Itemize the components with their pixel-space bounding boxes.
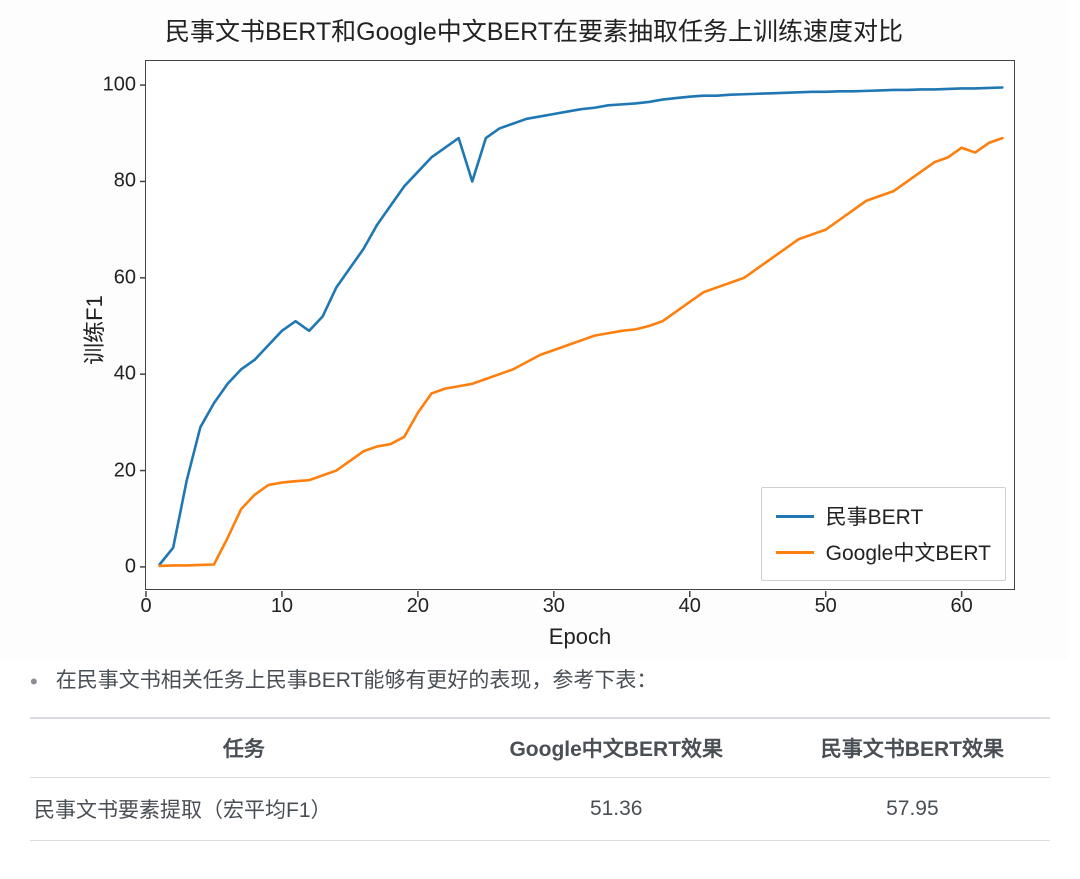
table-col-2: 民事文书BERT效果	[775, 718, 1050, 778]
legend-swatch-1	[776, 551, 814, 554]
bullet-text: 在民事文书相关任务上民事BERT能够有更好的表现，参考下表：	[56, 664, 658, 698]
ytick-label: 100	[90, 74, 136, 97]
chart-title: 民事文书BERT和Google中文BERT在要素抽取任务上训练速度对比	[0, 12, 1068, 48]
table-cell-0-2: 57.95	[775, 778, 1050, 841]
xtick-label: 40	[679, 595, 701, 618]
table-header-row: 任务 Google中文BERT效果 民事文书BERT效果	[30, 718, 1050, 778]
result-table: 任务 Google中文BERT效果 民事文书BERT效果 民事文书要素提取（宏平…	[30, 717, 1050, 841]
xtick-label: 20	[407, 595, 429, 618]
chart-wrap: 民事文书BERT和Google中文BERT在要素抽取任务上训练速度对比 训练F1…	[0, 0, 1068, 660]
chart-legend: 民事BERT Google中文BERT	[761, 487, 1006, 581]
ytick-label: 40	[90, 363, 136, 386]
bullet-icon: •	[30, 664, 38, 699]
legend-label-1: Google中文BERT	[826, 537, 991, 567]
table-col-0: 任务	[30, 718, 458, 778]
table-cell-0-0: 民事文书要素提取（宏平均F1）	[30, 778, 458, 841]
table-col-1: Google中文BERT效果	[458, 718, 775, 778]
bullet-section: • 在民事文书相关任务上民事BERT能够有更好的表现，参考下表：	[0, 660, 1080, 699]
table-cell-0-1: 51.36	[458, 778, 775, 841]
legend-label-0: 民事BERT	[826, 501, 924, 531]
chart-plot-area: 020406080100 0102030405060 民事BERT Google…	[145, 60, 1015, 590]
ytick-label: 0	[90, 555, 136, 578]
xtick-label: 50	[815, 595, 837, 618]
xtick-label: 10	[271, 595, 293, 618]
legend-item-0: 民事BERT	[776, 498, 991, 534]
page-container: 民事文书BERT和Google中文BERT在要素抽取任务上训练速度对比 训练F1…	[0, 0, 1080, 879]
xtick-label: 0	[140, 595, 151, 618]
bullet-row: • 在民事文书相关任务上民事BERT能够有更好的表现，参考下表：	[30, 664, 1050, 699]
ytick-label: 20	[90, 459, 136, 482]
xtick-label: 60	[951, 595, 973, 618]
chart-xlabel: Epoch	[145, 624, 1015, 650]
result-table-wrap: 任务 Google中文BERT效果 民事文书BERT效果 民事文书要素提取（宏平…	[0, 699, 1080, 841]
legend-item-1: Google中文BERT	[776, 534, 991, 570]
ytick-label: 60	[90, 266, 136, 289]
legend-swatch-0	[776, 515, 814, 518]
table-row: 民事文书要素提取（宏平均F1） 51.36 57.95	[30, 778, 1050, 841]
ytick-label: 80	[90, 170, 136, 193]
xtick-label: 30	[543, 595, 565, 618]
chart-ylabel: 训练F1	[77, 295, 109, 365]
